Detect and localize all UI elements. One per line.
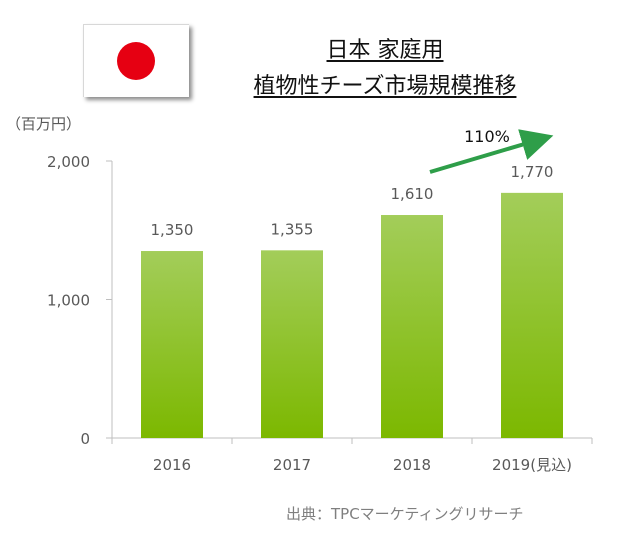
bar-value-label: 1,355 — [271, 220, 314, 238]
x-category-label: 2016 — [153, 456, 191, 474]
growth-label: 110% — [464, 127, 510, 146]
chart-labels: 0 1,000 2,000 1,350 2016 1,355 2017 1,610 2018 1,… — [47, 153, 572, 474]
bar — [261, 250, 323, 438]
bar-value-label: 1,350 — [151, 221, 194, 239]
bar-value-label: 1,770 — [511, 163, 554, 181]
x-category-label: 2018 — [393, 456, 431, 474]
chart-bars — [141, 192, 563, 438]
growth-annotation: 110% — [429, 127, 554, 174]
bar — [141, 251, 203, 438]
y-axis-unit-label: （百万円） — [6, 115, 82, 133]
x-category-label: 2019(見込) — [492, 456, 572, 474]
x-category-label: 2017 — [273, 456, 311, 474]
source-note: 出典：TPCマーケティングリサーチ — [286, 505, 524, 523]
bar — [501, 192, 563, 438]
flag-red-disc — [117, 42, 155, 80]
growth-arrow-icon — [429, 129, 554, 174]
chart-title-line2: 植物性チーズ市場規模推移 — [253, 74, 517, 99]
y-tick-label: 0 — [80, 430, 90, 448]
y-tick-label: 1,000 — [47, 292, 90, 310]
japan-flag-icon — [83, 24, 189, 97]
bar — [381, 215, 443, 438]
chart-title-line1: 日本 家庭用 — [326, 38, 444, 63]
bar-value-label: 1,610 — [391, 185, 434, 203]
y-tick-label: 2,000 — [47, 153, 90, 171]
